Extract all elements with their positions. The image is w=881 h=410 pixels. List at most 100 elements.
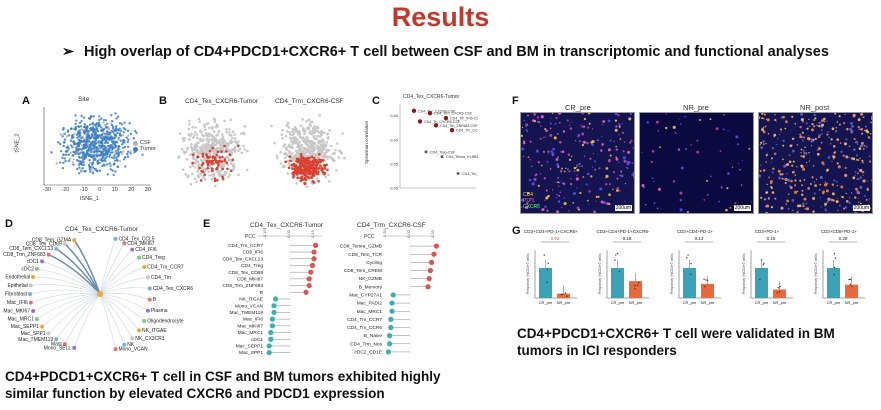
tsne-highlight-point (317, 153, 321, 156)
cell-signal (729, 206, 732, 209)
tsne-point (325, 155, 329, 158)
lollipop-dot (433, 243, 439, 249)
cell-signal (807, 137, 810, 140)
cell-signal (840, 150, 843, 154)
cell-signal (832, 145, 836, 148)
cell-signal (826, 182, 829, 185)
cell-signal (806, 207, 809, 211)
cell-signal (629, 141, 632, 144)
cell-signal (578, 162, 581, 166)
cell-signal (586, 141, 589, 145)
cell-signal (818, 133, 822, 137)
network-edge (64, 293, 101, 345)
tsne-point (237, 140, 240, 143)
tsne-point (105, 155, 109, 158)
tsne-highlight-point (210, 167, 214, 170)
tsne-point (208, 126, 211, 130)
cell-signal (653, 202, 656, 205)
category-label: CD4_Trm_Nos (350, 341, 382, 347)
tsne-point (300, 149, 303, 153)
cell-signal (826, 198, 829, 200)
data-dot (849, 283, 852, 286)
cell-signal (763, 169, 766, 172)
tsne-point (112, 173, 115, 177)
cell-signal (562, 130, 566, 133)
cell-signal (844, 173, 848, 177)
tsne-point (94, 158, 97, 162)
pcc-tick: 0.15 (310, 229, 315, 238)
tsne-point (84, 155, 88, 159)
tsne-point (85, 133, 89, 136)
tsne-point (82, 129, 85, 132)
cell-signal (771, 171, 774, 174)
cell-signal (766, 183, 768, 186)
tsne-point (105, 149, 108, 152)
cell-signal (543, 177, 546, 180)
node-label: Epithelial (7, 283, 27, 289)
cell-signal (580, 124, 582, 126)
cell-signal (856, 177, 860, 181)
tsne-point (114, 128, 117, 131)
x-tick: 20 (128, 187, 135, 193)
tsne-point (270, 124, 273, 128)
cell-signal (860, 202, 862, 205)
cell-signal (765, 142, 767, 145)
cell-signal (802, 149, 805, 152)
cell-signal (796, 166, 798, 168)
cell-signal (799, 126, 802, 129)
tsne-highlight-point (293, 171, 297, 174)
tsne-point (72, 140, 75, 143)
tsne-point (207, 135, 211, 138)
tsne-point (206, 142, 209, 146)
cell-signal (593, 160, 596, 163)
cell-signal (556, 210, 559, 213)
cell-signal (826, 133, 829, 136)
cell-signal (684, 115, 687, 118)
cell-signal (622, 123, 624, 125)
tsne-point (93, 136, 96, 139)
tsne-point (88, 170, 92, 173)
cell-signal (867, 136, 870, 139)
cell-signal (850, 121, 853, 125)
tsne-highlight-point (210, 162, 213, 165)
tsne-point (218, 146, 222, 150)
cell-signal (848, 213, 851, 214)
tsne-point (122, 158, 126, 161)
cell-signal (760, 141, 763, 144)
tsne-point (218, 142, 222, 145)
panel-a-xticks: -30 -20 -10 0 10 20 30 (43, 187, 151, 193)
data-dot (848, 278, 850, 281)
stain-legend: CD4 PD-1 CXCR6 (523, 192, 540, 210)
tsne-point (204, 131, 208, 135)
network-node (46, 252, 51, 257)
cell-signal (848, 145, 851, 148)
tsne-point (181, 168, 185, 171)
tsne-point (190, 143, 193, 146)
cell-signal (561, 167, 564, 170)
cell-signal (547, 152, 549, 155)
node-label: NK_CX3CR1 (135, 336, 165, 342)
tsne-point (95, 127, 99, 130)
cell-signal (800, 151, 802, 154)
cell-signal (759, 169, 762, 173)
cell-signal (855, 154, 858, 157)
cell-signal (859, 185, 863, 189)
lollipop-dot (269, 323, 275, 329)
category-label: CR_pre (611, 300, 626, 305)
cell-signal (800, 155, 803, 158)
cell-signal (607, 119, 611, 123)
tsne-point (118, 145, 121, 148)
cell-signal (545, 136, 547, 138)
tsne-point (68, 157, 72, 161)
cell-signal (809, 157, 811, 160)
cell-signal (575, 140, 577, 142)
category-label: Cycling (366, 260, 382, 266)
tsne-point (228, 128, 231, 131)
tsne-point (64, 153, 68, 157)
tsne-point (115, 150, 119, 153)
cell-signal (622, 156, 626, 160)
y-tick: 0.65 (390, 113, 399, 118)
node-label: CD4_IFI6 (135, 247, 157, 253)
cell-signal (555, 116, 558, 120)
tsne-point (301, 118, 304, 121)
